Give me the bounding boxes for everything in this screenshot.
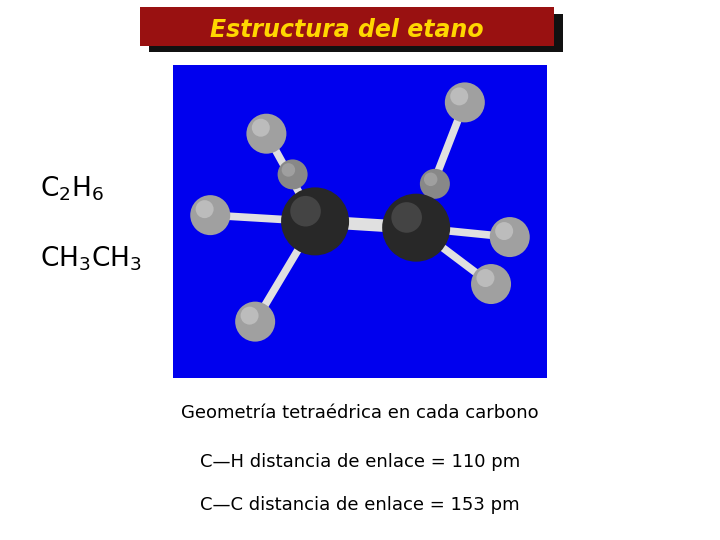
Ellipse shape <box>490 217 530 257</box>
Ellipse shape <box>392 202 422 233</box>
FancyBboxPatch shape <box>173 65 547 378</box>
Text: C—C distancia de enlace = 153 pm: C—C distancia de enlace = 153 pm <box>200 496 520 514</box>
Ellipse shape <box>424 173 438 186</box>
Text: Estructura del etano: Estructura del etano <box>210 18 484 42</box>
Ellipse shape <box>240 307 258 325</box>
Ellipse shape <box>278 159 307 190</box>
Ellipse shape <box>196 200 214 218</box>
FancyBboxPatch shape <box>140 7 554 46</box>
Text: $\mathrm{CH_3CH_3}$: $\mathrm{CH_3CH_3}$ <box>40 245 141 273</box>
Ellipse shape <box>235 302 275 342</box>
Ellipse shape <box>252 119 270 137</box>
Text: $\mathrm{C_2H_6}$: $\mathrm{C_2H_6}$ <box>40 175 104 203</box>
Ellipse shape <box>190 195 230 235</box>
Ellipse shape <box>282 163 295 177</box>
Ellipse shape <box>495 222 513 240</box>
Ellipse shape <box>420 169 450 199</box>
Ellipse shape <box>450 87 468 105</box>
Ellipse shape <box>382 194 450 262</box>
Ellipse shape <box>290 196 321 226</box>
Ellipse shape <box>477 269 495 287</box>
Ellipse shape <box>445 83 485 123</box>
Text: Geometría tetraédrica en cada carbono: Geometría tetraédrica en cada carbono <box>181 404 539 422</box>
Ellipse shape <box>471 264 511 304</box>
Text: C—H distancia de enlace = 110 pm: C—H distancia de enlace = 110 pm <box>200 453 520 471</box>
FancyBboxPatch shape <box>149 14 563 52</box>
Ellipse shape <box>281 187 349 255</box>
Ellipse shape <box>246 114 287 154</box>
